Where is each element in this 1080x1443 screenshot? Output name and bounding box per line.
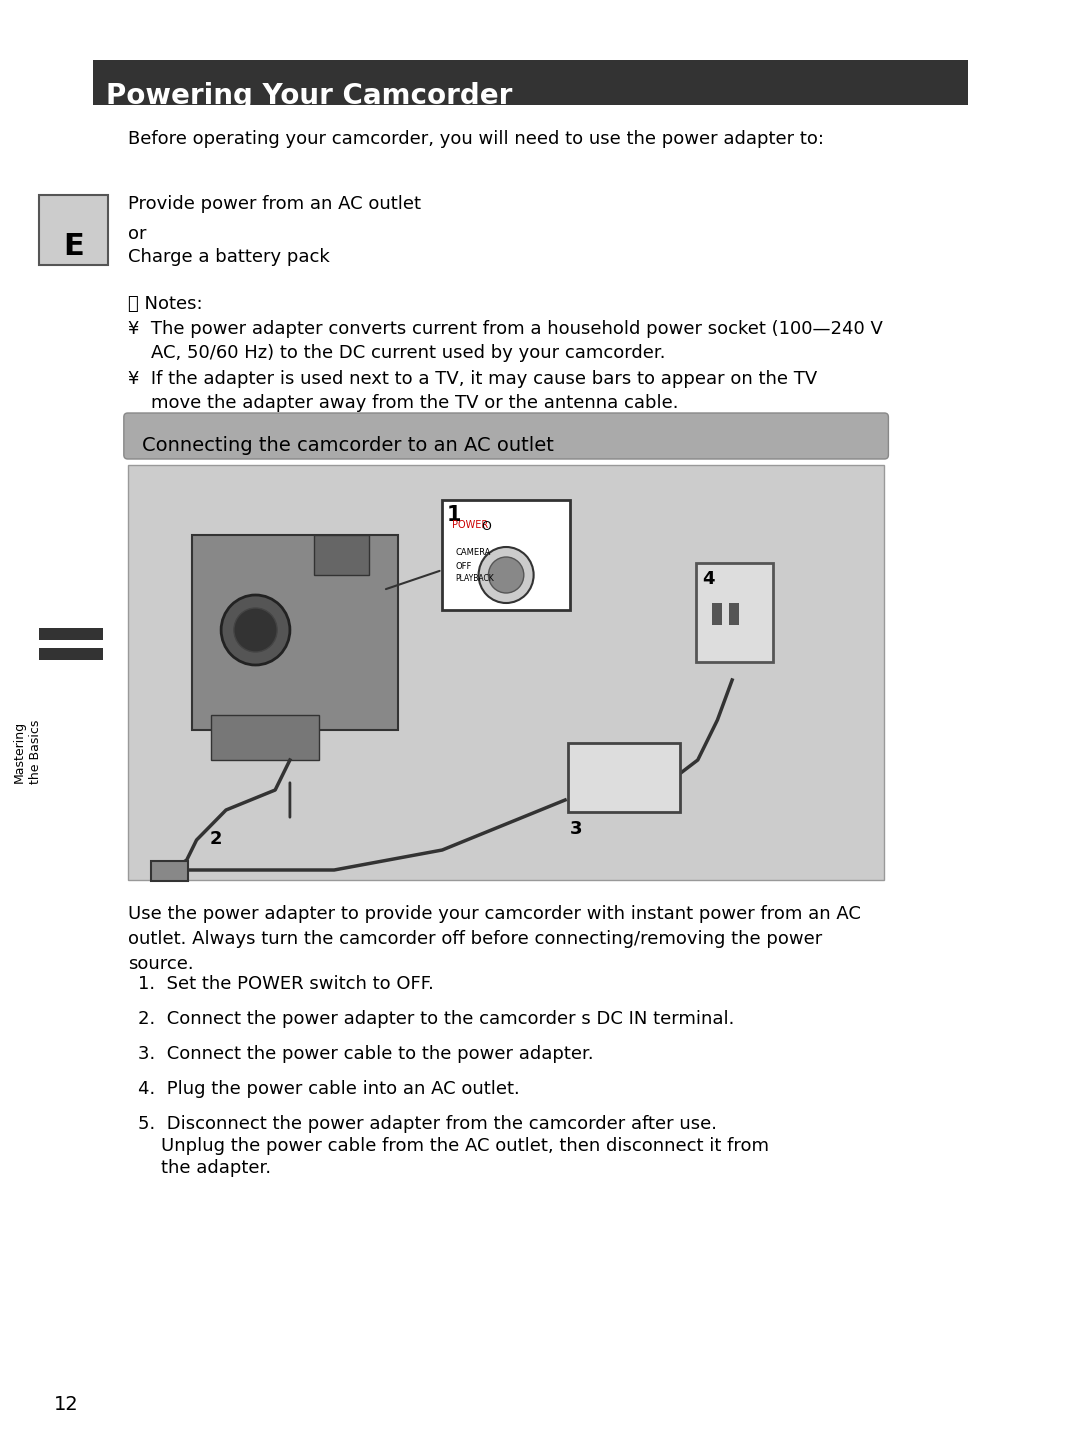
Text: OFF: OFF [455, 561, 471, 571]
Bar [39, 648, 104, 659]
Text: 2: 2 [210, 830, 221, 848]
Text: CAMERA: CAMERA [455, 548, 490, 557]
Circle shape [478, 547, 534, 603]
Text: 4.  Plug the power cable into an AC outlet.: 4. Plug the power cable into an AC outle… [137, 1079, 519, 1098]
FancyBboxPatch shape [93, 61, 968, 105]
Text: Before operating your camcorder, you will need to use the power adapter to:: Before operating your camcorder, you wil… [127, 130, 824, 149]
FancyBboxPatch shape [442, 501, 570, 610]
Bar [39, 628, 104, 641]
Text: Mastering
the Basics: Mastering the Basics [13, 720, 42, 785]
Text: ⎙ Notes:: ⎙ Notes: [127, 294, 202, 313]
FancyBboxPatch shape [568, 743, 680, 812]
Bar [713, 603, 723, 625]
Text: the adapter.: the adapter. [137, 1159, 271, 1177]
Text: 2.  Connect the power adapter to the camcorder s DC IN terminal.: 2. Connect the power adapter to the camc… [137, 1010, 734, 1027]
Text: Connecting the camcorder to an AC outlet: Connecting the camcorder to an AC outlet [143, 436, 554, 455]
Text: ¥  The power adapter converts current from a household power socket (100—240 V
 : ¥ The power adapter converts current fro… [127, 320, 882, 362]
Text: Charge a battery pack: Charge a battery pack [127, 248, 329, 266]
Text: E: E [64, 232, 84, 261]
Text: 3: 3 [570, 820, 582, 838]
FancyBboxPatch shape [124, 413, 889, 459]
Text: Unplug the power cable from the AC outlet, then disconnect it from: Unplug the power cable from the AC outle… [137, 1137, 769, 1154]
FancyBboxPatch shape [212, 714, 320, 760]
Text: 4: 4 [703, 570, 715, 587]
Text: 1.  Set the POWER switch to OFF.: 1. Set the POWER switch to OFF. [137, 975, 433, 993]
Text: 3.  Connect the power cable to the power adapter.: 3. Connect the power cable to the power … [137, 1045, 593, 1063]
Text: 12: 12 [54, 1395, 79, 1414]
FancyBboxPatch shape [314, 535, 368, 574]
Text: Provide power from an AC outlet: Provide power from an AC outlet [127, 195, 421, 214]
Text: PLAYBACK: PLAYBACK [455, 574, 494, 583]
Text: ¥  If the adapter is used next to a TV, it may cause bars to appear on the TV
  : ¥ If the adapter is used next to a TV, i… [127, 369, 816, 411]
Text: 1: 1 [447, 505, 461, 525]
FancyBboxPatch shape [151, 861, 188, 882]
Text: or: or [127, 225, 146, 242]
Circle shape [221, 595, 289, 665]
Circle shape [488, 557, 524, 593]
Text: Powering Your Camcorder: Powering Your Camcorder [106, 82, 513, 110]
FancyBboxPatch shape [39, 195, 108, 266]
Bar [729, 603, 739, 625]
Circle shape [234, 608, 278, 652]
Text: POWER: POWER [453, 519, 488, 530]
Text: O: O [482, 519, 491, 532]
Bar [127, 465, 885, 880]
Text: 5.  Disconnect the power adapter from the camcorder after use.: 5. Disconnect the power adapter from the… [137, 1115, 717, 1133]
FancyBboxPatch shape [696, 563, 773, 662]
FancyBboxPatch shape [191, 535, 399, 730]
Text: Use the power adapter to provide your camcorder with instant power from an AC
ou: Use the power adapter to provide your ca… [127, 905, 861, 973]
